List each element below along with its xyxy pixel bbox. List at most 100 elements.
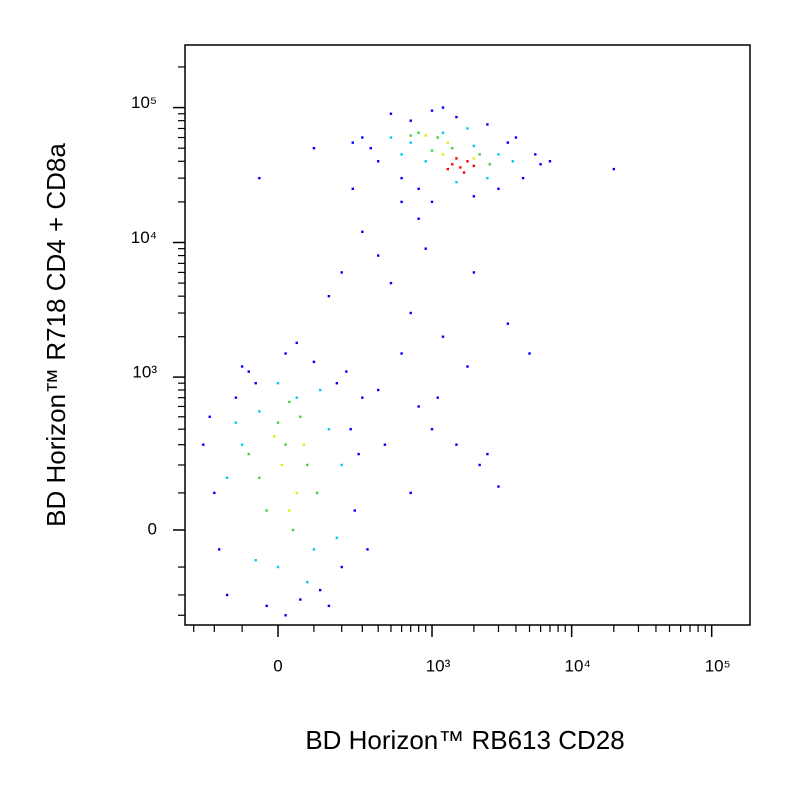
data-point — [424, 247, 427, 250]
data-point — [472, 144, 476, 148]
data-point — [284, 443, 287, 446]
x-tick-label: 10⁵ — [705, 656, 731, 675]
data-point — [276, 381, 280, 385]
data-point — [357, 452, 360, 456]
data-point — [312, 548, 316, 551]
data-point — [472, 164, 476, 168]
data-point — [299, 415, 302, 418]
data-point — [424, 134, 427, 137]
data-point — [234, 421, 238, 424]
data-point — [441, 106, 445, 109]
data-point — [459, 166, 462, 169]
data-point — [446, 167, 450, 171]
data-point — [213, 491, 216, 495]
data-point — [340, 463, 343, 467]
data-point — [497, 187, 500, 191]
data-point — [276, 421, 280, 424]
data-point — [353, 509, 356, 512]
data-point — [441, 131, 445, 135]
data-point — [340, 271, 343, 274]
x-axis-label: BD Horizon™ RB613 CD28 — [305, 725, 624, 755]
data-point — [472, 195, 476, 198]
data-point — [327, 427, 331, 431]
data-point — [511, 160, 515, 163]
data-point — [240, 443, 244, 446]
data-point — [389, 112, 393, 115]
data-point — [335, 381, 339, 385]
data-point — [254, 381, 257, 385]
x-tick-label: 0 — [273, 656, 282, 675]
plot-frame — [184, 44, 751, 626]
data-point — [288, 400, 291, 404]
data-point — [234, 396, 238, 399]
data-point — [288, 509, 291, 512]
data-point — [446, 141, 450, 144]
data-point — [534, 153, 537, 156]
data-point — [478, 153, 481, 156]
data-point — [265, 604, 268, 608]
data-point — [351, 141, 354, 144]
data-point — [247, 370, 250, 373]
data-point — [225, 476, 229, 479]
data-point — [345, 370, 348, 373]
data-point — [417, 131, 420, 135]
data-point — [497, 485, 500, 488]
data-point — [258, 476, 261, 479]
data-point — [218, 548, 221, 551]
data-point — [383, 443, 387, 446]
data-point — [472, 157, 476, 160]
data-point — [312, 146, 316, 150]
data-point — [366, 548, 369, 551]
data-point — [409, 141, 412, 144]
data-point — [409, 134, 412, 137]
data-point — [315, 491, 319, 495]
data-point — [208, 415, 211, 418]
data-point — [295, 396, 298, 399]
data-point — [466, 365, 469, 368]
data-point — [455, 443, 458, 446]
data-point — [506, 322, 510, 325]
data-point — [225, 593, 229, 597]
data-point — [340, 565, 343, 569]
data-point — [409, 119, 412, 122]
data-point — [254, 559, 257, 562]
data-point — [400, 200, 403, 204]
data-point — [299, 598, 302, 601]
data-point — [361, 396, 364, 399]
data-point — [417, 187, 420, 191]
data-point — [539, 163, 542, 166]
data-point — [306, 580, 309, 584]
data-point — [430, 427, 434, 431]
data-point — [361, 230, 364, 234]
data-point — [295, 491, 298, 495]
data-point — [318, 588, 322, 592]
data-point — [369, 146, 372, 150]
data-point — [462, 171, 466, 174]
data-point — [528, 352, 531, 355]
data-point — [376, 254, 380, 257]
data-point — [612, 167, 616, 171]
data-point — [349, 427, 352, 431]
data-point — [436, 136, 439, 139]
data-point — [409, 311, 412, 315]
data-point — [478, 463, 481, 467]
data-point — [506, 141, 510, 144]
data-point — [276, 565, 280, 569]
data-point — [486, 176, 489, 180]
data-point — [451, 146, 454, 150]
data-point — [361, 136, 364, 139]
data-point — [430, 109, 434, 112]
data-point — [280, 463, 284, 467]
data-point — [291, 528, 295, 532]
data-point — [202, 443, 205, 446]
data-point — [400, 176, 403, 180]
data-point — [466, 160, 469, 163]
data-point — [295, 341, 298, 345]
data-point — [455, 157, 458, 160]
data-point — [436, 396, 439, 399]
data-point — [247, 452, 250, 456]
data-point — [389, 281, 393, 285]
data-point — [327, 294, 331, 298]
